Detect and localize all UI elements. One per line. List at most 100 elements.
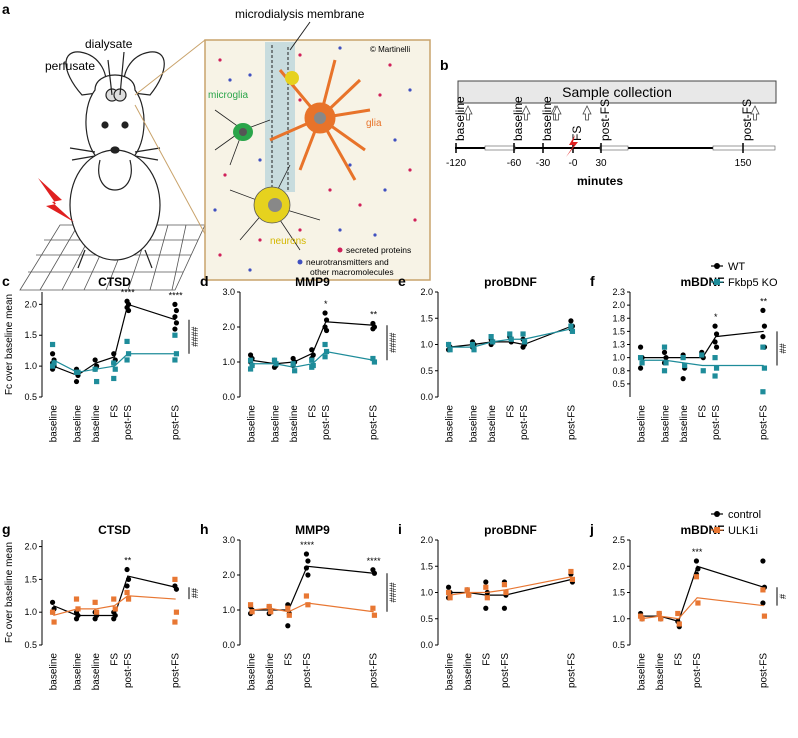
x-tick-label: FS bbox=[482, 653, 493, 666]
data-point bbox=[271, 357, 278, 363]
data-point bbox=[445, 341, 452, 348]
data-point bbox=[124, 357, 130, 363]
y-tick-label: 1.3 bbox=[612, 340, 625, 350]
timeline-tick-label: 150 bbox=[735, 158, 752, 169]
molecule-dot bbox=[298, 53, 302, 57]
data-point bbox=[172, 619, 178, 625]
y-tick-label: 2.5 bbox=[612, 535, 625, 545]
molecule-dot bbox=[338, 46, 342, 50]
bracket-label: #### bbox=[388, 333, 398, 353]
data-point bbox=[569, 576, 576, 582]
data-point bbox=[466, 592, 472, 598]
legend-marker bbox=[714, 263, 720, 269]
y-tick-label: 1.5 bbox=[612, 326, 625, 336]
data-point bbox=[173, 586, 180, 592]
data-point bbox=[125, 351, 132, 357]
x-tick-label: FS bbox=[308, 405, 319, 418]
timeline-tick-label: -60 bbox=[507, 158, 522, 169]
data-point bbox=[713, 344, 720, 350]
y-tick-label: 0.0 bbox=[222, 392, 235, 402]
data-point bbox=[290, 361, 296, 367]
data-point bbox=[445, 584, 452, 590]
data-point bbox=[111, 596, 117, 602]
data-point bbox=[508, 336, 514, 342]
data-point bbox=[663, 360, 669, 366]
data-point bbox=[125, 596, 132, 602]
data-point bbox=[695, 600, 701, 606]
x-tick-label: FS bbox=[698, 405, 709, 418]
legend-secreted: secreted proteins bbox=[346, 245, 411, 255]
data-point bbox=[292, 368, 298, 374]
data-point bbox=[51, 619, 57, 625]
x-tick-label: post-FS bbox=[123, 653, 134, 688]
panel-a-label: a bbox=[2, 1, 10, 17]
data-point bbox=[92, 599, 98, 605]
data-point bbox=[73, 616, 80, 622]
timeline-phase-label: post-FS bbox=[740, 99, 754, 141]
x-tick-label: baseline bbox=[660, 405, 671, 443]
data-point bbox=[309, 364, 315, 370]
significance-label: **** bbox=[169, 290, 184, 300]
series-line bbox=[641, 359, 764, 367]
data-point bbox=[447, 347, 453, 353]
molecule-dot bbox=[258, 158, 262, 162]
timeline-phase-label: FS bbox=[570, 126, 584, 141]
x-tick-label: FS bbox=[110, 653, 121, 666]
x-tick-label: post-FS bbox=[302, 653, 313, 688]
chart-title: CTSD bbox=[98, 275, 131, 289]
sample-arrow-icon bbox=[582, 105, 592, 121]
data-point bbox=[760, 600, 766, 606]
data-point bbox=[568, 568, 574, 575]
molecule-dot bbox=[298, 228, 302, 232]
molecule-dot bbox=[218, 58, 222, 62]
x-tick-label: baseline bbox=[289, 405, 300, 443]
data-point bbox=[268, 609, 274, 615]
bracket-label: #### bbox=[388, 582, 398, 602]
x-tick-label: baseline bbox=[444, 653, 455, 691]
data-point bbox=[111, 351, 117, 357]
bracket-label: # bbox=[778, 594, 788, 599]
legend-label: Fkbp5 KO bbox=[728, 277, 778, 289]
legend-label: WT bbox=[728, 261, 745, 273]
data-point bbox=[661, 349, 668, 355]
data-point bbox=[51, 360, 57, 366]
data-point bbox=[173, 320, 180, 326]
y-tick-label: 0.5 bbox=[24, 392, 37, 402]
y-tick-label: 3.0 bbox=[222, 535, 235, 545]
panel-label: j bbox=[589, 521, 594, 537]
x-tick-label: baseline bbox=[265, 653, 276, 691]
y-axis-label: Fc over baseline mean bbox=[4, 294, 15, 395]
sample-collection-label: Sample collection bbox=[562, 84, 672, 100]
data-point bbox=[285, 623, 291, 629]
y-tick-label: 0.0 bbox=[420, 640, 433, 650]
data-point bbox=[760, 587, 766, 593]
data-point bbox=[447, 595, 453, 601]
molecule-dot bbox=[393, 138, 397, 142]
x-tick-label: baseline bbox=[48, 405, 59, 443]
data-point bbox=[760, 334, 766, 340]
bracket-label: #### bbox=[190, 327, 200, 347]
data-point bbox=[680, 355, 686, 361]
panel-label: g bbox=[2, 521, 11, 537]
data-point bbox=[285, 605, 291, 611]
microglia-icon bbox=[214, 109, 271, 166]
significance-label: ** bbox=[124, 556, 132, 566]
molecule-dot bbox=[328, 188, 332, 192]
x-tick-label: FS bbox=[284, 653, 295, 666]
data-point bbox=[483, 584, 489, 590]
data-point bbox=[761, 613, 768, 619]
panel-label: d bbox=[200, 273, 209, 289]
data-point bbox=[322, 341, 328, 348]
data-point bbox=[760, 344, 766, 350]
series-line bbox=[449, 328, 572, 348]
significance-label: **** bbox=[367, 556, 382, 566]
data-point bbox=[322, 310, 328, 316]
mouse-icon bbox=[65, 51, 165, 269]
data-point bbox=[112, 366, 118, 372]
y-tick-label: 1.0 bbox=[612, 353, 625, 363]
series-line bbox=[53, 353, 176, 373]
y-tick-label: 2.3 bbox=[612, 287, 625, 297]
series-line bbox=[449, 578, 572, 596]
data-point bbox=[172, 332, 178, 338]
chart-j: j mBDNF 0.5 1.0 1.5 2.0 2.5 baseline baseline FS p… bbox=[589, 509, 788, 690]
